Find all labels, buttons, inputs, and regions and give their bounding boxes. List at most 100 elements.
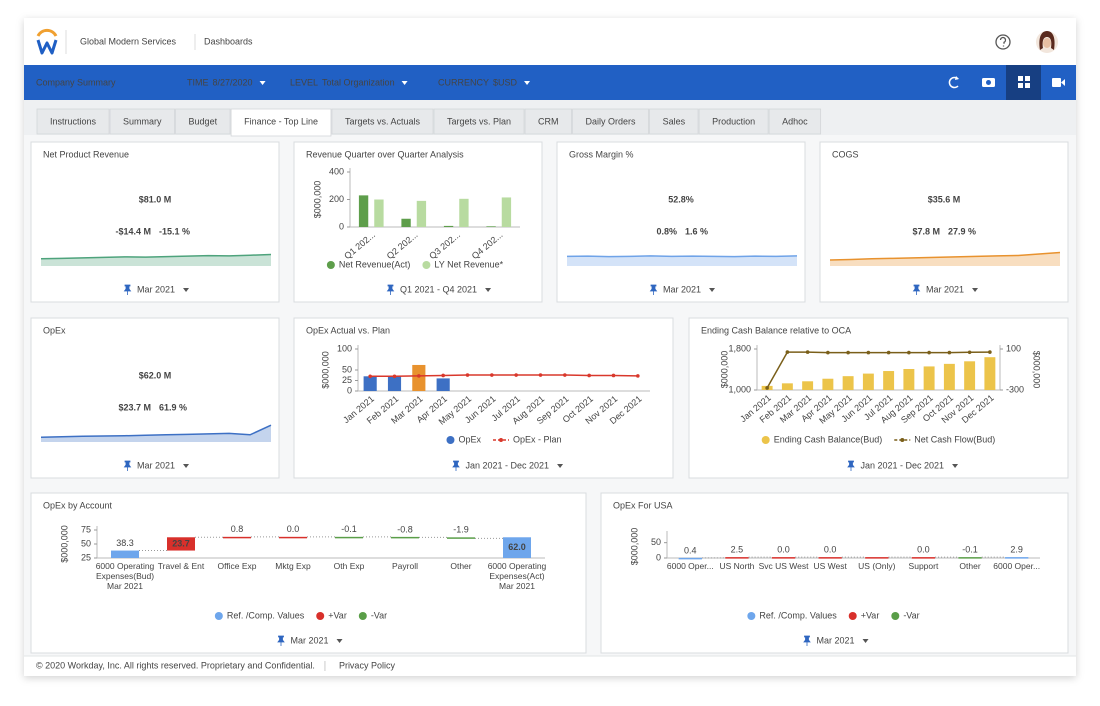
widget[interactable]	[556, 141, 806, 303]
bar	[911, 557, 936, 559]
bar	[111, 550, 139, 558]
x-tick-label: Other	[959, 562, 981, 571]
filter-value[interactable]: Total Organization	[322, 77, 395, 87]
sparkline-area	[41, 254, 271, 266]
video-icon[interactable]	[1052, 78, 1061, 87]
widget[interactable]	[30, 141, 280, 303]
tab[interactable]	[109, 108, 175, 135]
help-glyph	[999, 36, 1007, 47]
bar	[678, 557, 702, 560]
line-point	[392, 374, 397, 379]
legend: Ref. /Comp. Values +Var -Var	[214, 610, 387, 620]
bar	[771, 557, 796, 559]
period-label[interactable]: Mar 2021	[663, 284, 701, 294]
x-label-box: Svc US West	[758, 562, 809, 571]
filter-value[interactable]: 8/27/2020	[213, 77, 253, 87]
pin-icon	[452, 460, 460, 471]
logo-w[interactable]	[36, 39, 58, 55]
tab[interactable]	[649, 108, 699, 135]
dashboards-link[interactable]: Dashboards	[204, 36, 253, 46]
privacy-link[interactable]: Privacy Policy	[339, 660, 396, 670]
footer	[24, 656, 1076, 676]
tab-label: CRM	[538, 116, 559, 126]
legend-label: +Var	[861, 610, 880, 620]
kpi-value: 52.8%	[668, 194, 694, 204]
pin-icon	[912, 284, 921, 295]
x-tick-label: Support	[908, 562, 939, 571]
axis-title: $000,000	[629, 528, 639, 566]
value-label: 38.3	[116, 538, 134, 548]
video-lens	[1061, 79, 1065, 86]
period-label[interactable]: Mar 2021	[137, 460, 175, 470]
x-tick-label: 6000 Oper...	[666, 562, 714, 571]
bar	[883, 371, 895, 390]
line-point	[886, 350, 891, 355]
axis-title: $000,000	[320, 351, 330, 389]
x-label-box: Oth Exp	[334, 562, 365, 571]
widget[interactable]	[293, 317, 674, 479]
tab[interactable]	[524, 108, 572, 135]
filter-value[interactable]: $USD	[493, 77, 518, 87]
line-point	[368, 374, 372, 379]
x-tick-label: 6000 Operating Expenses(Act) Mar 2021	[487, 562, 547, 591]
pin-icon	[803, 635, 811, 646]
x-label-box: 6000 Oper...	[666, 562, 714, 571]
x-tick-label: Svc US West	[758, 562, 809, 571]
widget[interactable]	[688, 317, 1069, 479]
x-label-box: US West	[813, 562, 847, 571]
tab[interactable]	[572, 108, 649, 135]
tab[interactable]	[36, 108, 110, 135]
period-label[interactable]: Jan 2021 - Dec 2021	[466, 460, 550, 470]
x-label-box: Support	[908, 562, 939, 571]
tab-label: Summary	[123, 116, 162, 126]
widget-title: OpEx by Account	[43, 500, 113, 510]
caret	[259, 81, 266, 85]
x-label-box: US North	[719, 562, 754, 571]
x-label-box: 6000 Operating Expenses(Bud) Mar 2021	[96, 562, 155, 590]
legend: Net Revenue(Act) LY Net Revenue*	[326, 259, 504, 269]
tab[interactable]	[768, 108, 822, 135]
bar	[923, 366, 935, 390]
layout-button[interactable]	[1006, 65, 1041, 100]
legend-label: LY Net Revenue*	[434, 259, 503, 269]
x-label-box: US (Only)	[858, 562, 895, 571]
line-point	[826, 350, 830, 355]
tab[interactable]	[698, 108, 769, 135]
tab[interactable]	[175, 108, 231, 135]
sparkline	[566, 255, 798, 258]
line	[370, 374, 638, 378]
period-label[interactable]: Mar 2021	[291, 635, 329, 645]
line-point	[417, 374, 421, 378]
period-label[interactable]: Mar 2021	[817, 635, 855, 645]
period-label[interactable]: Mar 2021	[137, 284, 175, 294]
period-label[interactable]: Mar 2021	[926, 284, 964, 294]
y-tick-label: 1,800	[728, 343, 751, 353]
y-tick-label: 200	[329, 194, 344, 204]
tab[interactable]	[433, 108, 525, 135]
bar	[865, 557, 889, 559]
y-tick-label: 100	[1006, 343, 1021, 353]
period-label[interactable]: Q1 2021 - Q4 2021	[400, 284, 477, 294]
period-label[interactable]: Jan 2021 - Dec 2021	[861, 460, 945, 470]
bar	[374, 199, 384, 227]
value-label: 62.0	[508, 542, 526, 552]
kpi-value: $81.0 M	[139, 194, 172, 204]
caret	[485, 288, 492, 292]
tab[interactable]	[230, 108, 332, 137]
help-icon[interactable]	[995, 34, 1011, 50]
legend-label: OpEx - Plan	[513, 434, 562, 444]
widget[interactable]	[819, 141, 1069, 303]
kpi-value: $62.0 M	[139, 370, 172, 380]
widget[interactable]	[600, 492, 1069, 654]
legend-dot	[498, 438, 503, 442]
y-tick-label: 100	[337, 343, 352, 353]
widget[interactable]	[30, 317, 280, 479]
line	[766, 351, 990, 389]
line-point	[465, 373, 470, 377]
tab[interactable]	[331, 108, 434, 135]
value-label: 0.4	[684, 545, 697, 555]
widget[interactable]	[30, 492, 587, 654]
widget-title: Revenue Quarter over Quarter Analysis	[306, 149, 464, 159]
x-tick-label: US West	[813, 562, 847, 571]
